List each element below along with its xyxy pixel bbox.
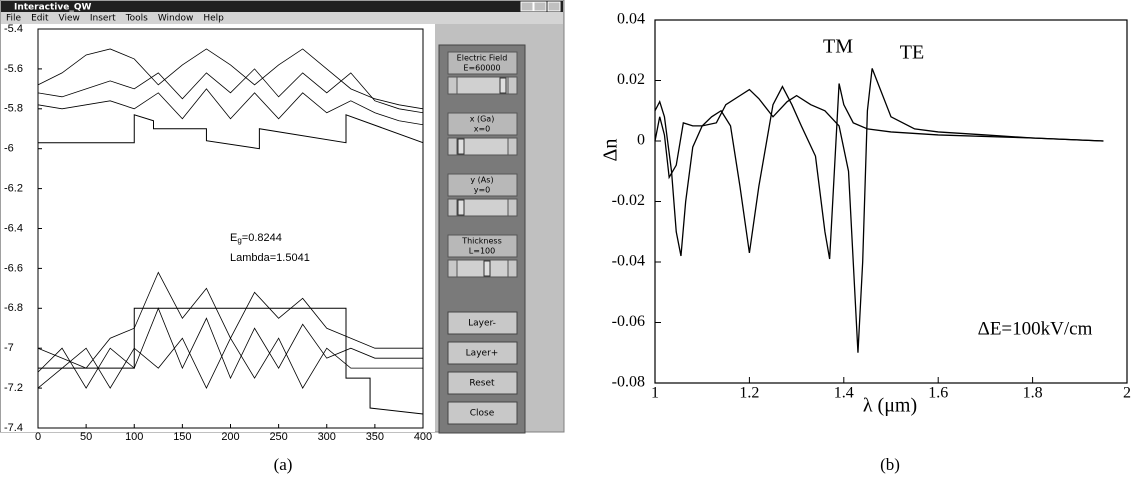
slider-right-arrow[interactable] bbox=[508, 260, 517, 277]
y-axis-label: Δn bbox=[600, 139, 622, 162]
eg-value: =0.8244 bbox=[242, 232, 282, 244]
y-tick-label: -0.06 bbox=[612, 313, 645, 330]
slider-value: E=60000 bbox=[463, 64, 500, 73]
y-tick-label: -6.8 bbox=[4, 302, 23, 314]
plot-background bbox=[1, 24, 435, 432]
slider-value: x=0 bbox=[474, 125, 491, 134]
y-tick-label: 0 bbox=[637, 132, 645, 149]
slider-left-arrow[interactable] bbox=[448, 260, 457, 277]
button-label[interactable]: Reset bbox=[469, 379, 495, 389]
slider-thumb[interactable] bbox=[484, 261, 490, 276]
y-tick-label: -0.04 bbox=[612, 253, 645, 270]
x-tick-label: 1 bbox=[651, 385, 659, 402]
y-tick-label: -6.6 bbox=[4, 262, 23, 274]
spectrum-line bbox=[655, 68, 1103, 352]
slider-value: y=0 bbox=[474, 186, 491, 195]
field-annotation: ΔE=100kV/cm bbox=[978, 318, 1093, 339]
x-tick-label: 300 bbox=[318, 431, 336, 443]
caption-a: (a) bbox=[274, 455, 293, 474]
x-tick-label: 2 bbox=[1123, 385, 1131, 402]
slider-right-arrow[interactable] bbox=[508, 199, 517, 216]
x-tick-label: 0 bbox=[35, 431, 41, 443]
lambda-annotation: Lambda=1.5041 bbox=[230, 252, 310, 264]
slider-left-arrow[interactable] bbox=[448, 199, 457, 216]
x-tick-label: 50 bbox=[80, 431, 92, 443]
y-tick-label: 0.04 bbox=[617, 11, 645, 28]
minimize-button[interactable] bbox=[521, 2, 533, 11]
slider-label: Electric Field bbox=[457, 54, 508, 63]
series-label: TE bbox=[900, 42, 924, 64]
slider-label: x (Ga) bbox=[470, 115, 495, 124]
slider-right-arrow[interactable] bbox=[508, 77, 517, 94]
x-tick-label: 150 bbox=[173, 431, 191, 443]
spectrum-line bbox=[655, 84, 1103, 259]
y-tick-label: -5.6 bbox=[4, 63, 23, 75]
y-tick-label: -7.4 bbox=[4, 422, 23, 434]
slider-left-arrow[interactable] bbox=[448, 138, 457, 155]
slider-label: y (As) bbox=[470, 176, 493, 185]
maximize-button[interactable] bbox=[534, 2, 546, 11]
slider-label: Thickness bbox=[461, 237, 502, 246]
y-tick-label: -5.8 bbox=[4, 103, 23, 115]
button-label[interactable]: Layer- bbox=[468, 319, 496, 329]
slider-value: L=100 bbox=[469, 247, 495, 256]
slider-thumb[interactable] bbox=[458, 139, 464, 154]
menu-item[interactable]: Tools bbox=[125, 14, 148, 24]
y-tick-label: -7 bbox=[4, 342, 14, 354]
menu-item[interactable]: Help bbox=[203, 14, 224, 24]
slider-track[interactable] bbox=[448, 77, 517, 94]
x-axis-label: λ (μm) bbox=[863, 395, 917, 417]
button-label[interactable]: Close bbox=[470, 409, 495, 419]
page: { "window": {"title": "Interactive_QW", … bbox=[0, 0, 1135, 480]
series-label: TM bbox=[823, 36, 853, 58]
y-tick-label: -0.02 bbox=[612, 192, 645, 209]
button-label[interactable]: Layer+ bbox=[466, 349, 499, 359]
y-tick-label: -6 bbox=[4, 143, 14, 155]
slider-thumb[interactable] bbox=[500, 78, 506, 93]
x-tick-label: 350 bbox=[366, 431, 384, 443]
y-tick-label: -6.4 bbox=[4, 222, 23, 234]
x-tick-label: 1.2 bbox=[739, 385, 759, 402]
window-title: Interactive_QW bbox=[14, 3, 92, 13]
y-tick-label: 0.02 bbox=[617, 71, 645, 88]
close-window-button[interactable] bbox=[548, 2, 560, 11]
y-tick-label: -7.2 bbox=[4, 382, 23, 394]
slider-right-arrow[interactable] bbox=[508, 138, 517, 155]
x-tick-label: 250 bbox=[269, 431, 287, 443]
menu-bar bbox=[1, 12, 563, 24]
x-tick-label: 1.4 bbox=[834, 385, 854, 402]
menu-item[interactable]: Edit bbox=[31, 14, 49, 24]
x-tick-label: 100 bbox=[125, 431, 143, 443]
figure: Interactive_QW Eg=0.8244 Lambda=1.5041 (… bbox=[0, 0, 1135, 480]
y-tick-label: -0.08 bbox=[612, 374, 645, 391]
y-tick-label: -6.2 bbox=[4, 183, 23, 195]
menu-item[interactable]: Window bbox=[158, 14, 194, 24]
x-tick-label: 400 bbox=[414, 431, 432, 443]
y-tick-label: -5.4 bbox=[4, 23, 23, 35]
slider-track[interactable] bbox=[448, 260, 517, 277]
x-tick-label: 1.6 bbox=[928, 385, 948, 402]
menu-item[interactable]: Insert bbox=[90, 14, 116, 24]
x-tick-label: 200 bbox=[221, 431, 239, 443]
slider-left-arrow[interactable] bbox=[448, 77, 457, 94]
slider-thumb[interactable] bbox=[458, 200, 464, 215]
x-tick-label: 1.8 bbox=[1023, 385, 1043, 402]
caption-b: (b) bbox=[880, 455, 900, 474]
menu-item[interactable]: View bbox=[59, 14, 80, 24]
eg-symbol: E bbox=[230, 232, 237, 244]
